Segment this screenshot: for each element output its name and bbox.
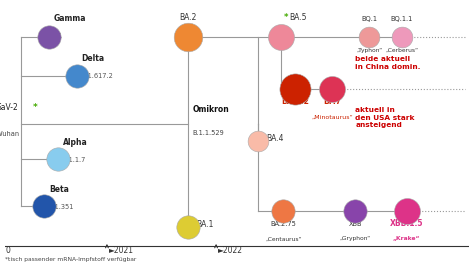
Text: SaV-2: SaV-2 (0, 102, 18, 111)
Text: Alpha: Alpha (63, 138, 88, 147)
Text: B.1.351: B.1.351 (49, 203, 74, 210)
Text: *: * (260, 134, 264, 143)
Text: BA.5.2: BA.5.2 (281, 97, 309, 106)
Point (403, 209, 410, 213)
Text: *: * (283, 13, 288, 22)
Text: *: * (191, 220, 195, 229)
Text: 0: 0 (6, 246, 10, 255)
Text: BF.7: BF.7 (323, 97, 341, 106)
Text: BA.1: BA.1 (197, 220, 214, 229)
Text: Beta: Beta (49, 185, 69, 194)
Point (55, 157, 62, 161)
Point (398, 34, 406, 39)
Text: „Typhon“: „Typhon“ (356, 48, 383, 53)
Text: ►2022: ►2022 (219, 246, 244, 255)
Point (280, 209, 287, 213)
Text: „Gryphon“: „Gryphon“ (340, 236, 371, 242)
Point (328, 86, 336, 91)
Text: BA.2.75: BA.2.75 (271, 221, 296, 227)
Point (291, 86, 299, 91)
Text: „Minotaurus“: „Minotaurus“ (311, 115, 353, 120)
Text: Omikron: Omikron (193, 105, 229, 114)
Text: beide aktuell
in China domin.: beide aktuell in China domin. (356, 56, 421, 70)
Text: B.1.1.7: B.1.1.7 (63, 157, 86, 163)
Point (184, 34, 192, 39)
Text: , Wuhan: , Wuhan (0, 131, 18, 137)
Text: „Krake“: „Krake“ (393, 236, 420, 242)
Text: B.1.1.529: B.1.1.529 (193, 130, 225, 136)
Text: Gamma: Gamma (54, 14, 86, 23)
Text: Delta: Delta (82, 54, 104, 63)
Point (40, 204, 48, 208)
Point (365, 34, 373, 39)
Point (45, 34, 53, 39)
Point (73, 73, 81, 78)
Text: BA.2: BA.2 (180, 13, 197, 22)
Point (352, 209, 359, 213)
Point (254, 139, 262, 143)
Text: aktuell in
den USA stark
ansteigend: aktuell in den USA stark ansteigend (356, 107, 415, 128)
Text: BQ.1: BQ.1 (361, 16, 377, 22)
Text: B.1.617.2: B.1.617.2 (82, 73, 113, 79)
Text: XBB: XBB (349, 221, 362, 227)
Text: „Cerberus“: „Cerberus“ (385, 48, 419, 53)
Point (277, 34, 285, 39)
Text: P.1: P.1 (54, 33, 63, 39)
Text: BQ.1.1: BQ.1.1 (391, 16, 413, 22)
Point (184, 225, 192, 229)
Text: ►2021: ►2021 (109, 246, 134, 255)
Text: „Centaurus“: „Centaurus“ (265, 236, 302, 242)
Text: BA.4: BA.4 (266, 134, 284, 143)
Text: XBB.1.5: XBB.1.5 (390, 219, 423, 228)
Text: *: * (33, 102, 37, 111)
Text: *tisch passender mRNA-Impfstoff verfügbar: *tisch passender mRNA-Impfstoff verfügba… (5, 257, 136, 262)
Text: BA.5: BA.5 (290, 13, 307, 22)
